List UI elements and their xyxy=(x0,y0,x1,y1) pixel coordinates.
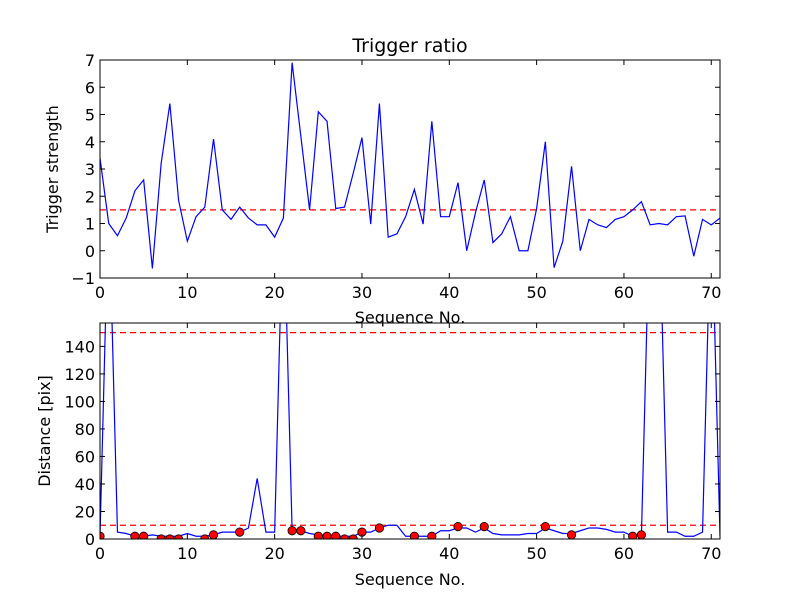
y-tick-label: 2 xyxy=(85,187,95,206)
x-axis-label: Sequence No. xyxy=(355,570,466,589)
x-tick-label: 30 xyxy=(352,283,372,302)
y-axis-label: Trigger strength xyxy=(43,105,62,234)
y-tick-label: 7 xyxy=(85,51,95,70)
data-point-marker xyxy=(139,531,149,539)
x-tick-label: 20 xyxy=(264,283,284,302)
data-point-marker xyxy=(287,526,297,536)
y-tick-label: 0 xyxy=(85,530,95,549)
y-tick-label: 0 xyxy=(85,242,95,261)
data-point-marker xyxy=(636,530,647,539)
y-tick-label: 5 xyxy=(85,106,95,125)
x-tick-label: 30 xyxy=(352,544,372,563)
y-tick-label: 1 xyxy=(85,215,95,234)
data-point-marker xyxy=(566,530,577,539)
x-tick-label: 20 xyxy=(264,544,284,563)
data-point-marker xyxy=(479,522,489,532)
y-tick-label: 40 xyxy=(75,475,95,494)
y-tick-label: 6 xyxy=(85,78,95,97)
x-tick-label: 0 xyxy=(95,283,105,302)
series-line xyxy=(100,62,720,269)
data-point-marker xyxy=(235,527,245,537)
y-tick-label: 100 xyxy=(64,392,95,411)
y-tick-label: 20 xyxy=(75,502,95,521)
data-point-marker xyxy=(540,522,550,532)
x-tick-label: 70 xyxy=(701,544,721,563)
x-tick-label: 0 xyxy=(95,544,105,563)
x-tick-label: 50 xyxy=(526,544,546,563)
y-tick-label: 4 xyxy=(85,133,95,152)
y-tick-label: 140 xyxy=(64,337,95,356)
data-point-marker xyxy=(427,531,437,539)
x-tick-label: 40 xyxy=(439,283,459,302)
y-tick-label: 3 xyxy=(85,160,95,179)
data-point-marker xyxy=(409,531,419,539)
y-tick-label: 60 xyxy=(75,447,95,466)
x-axis-label: Sequence No. xyxy=(355,308,466,327)
x-tick-label: 40 xyxy=(439,544,459,563)
data-point-marker xyxy=(331,531,341,539)
distance-plot: Distance [pix] Sequence No. 0 10 20 30 40 50 6… xyxy=(35,322,721,589)
plot-frame xyxy=(99,59,721,279)
data-point-marker xyxy=(374,523,385,533)
y-tick-label: −1 xyxy=(71,269,95,288)
y-axis-label: Distance [pix] xyxy=(35,375,54,487)
x-tick-label: 50 xyxy=(526,283,546,302)
x-tick-label: 60 xyxy=(614,283,634,302)
data-point-marker xyxy=(208,530,219,539)
data-point-marker xyxy=(296,526,306,536)
series-line xyxy=(100,323,720,537)
x-tick-label: 60 xyxy=(614,544,634,563)
x-tick-label: 10 xyxy=(177,544,197,563)
x-tick-label: 70 xyxy=(701,283,721,302)
y-tick-label: 120 xyxy=(64,365,95,384)
chart-title: Trigger ratio xyxy=(351,35,467,57)
plot-frame xyxy=(99,322,721,540)
y-tick-label: 80 xyxy=(75,420,95,439)
x-tick-label: 10 xyxy=(177,283,197,302)
trigger-ratio-plot: Trigger ratio Trigger strength Sequence … xyxy=(43,35,721,327)
data-point-marker xyxy=(453,522,463,532)
data-point-marker xyxy=(628,531,638,539)
